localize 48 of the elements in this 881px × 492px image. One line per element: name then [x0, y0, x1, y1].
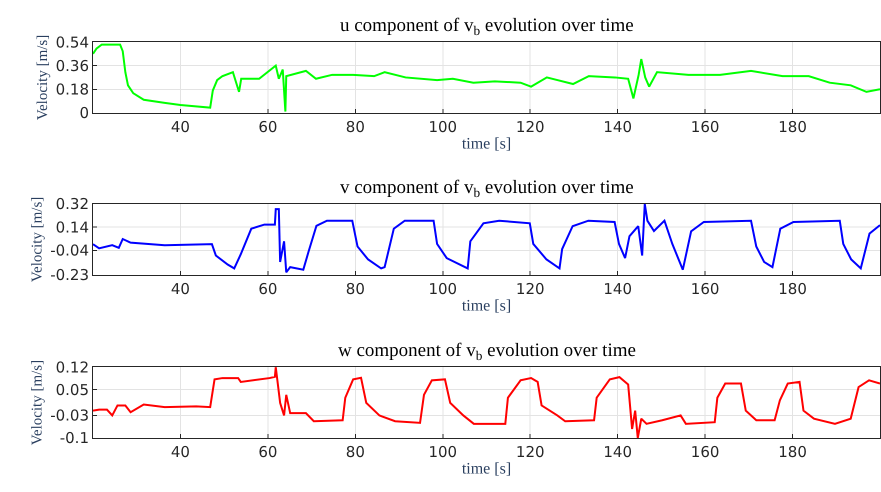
x-tick-label: 60	[258, 280, 278, 298]
y-tick-label: -0.04	[50, 242, 89, 260]
y-axis-title: Velocity [m/s]	[34, 34, 51, 120]
y-tick-label: -0.23	[50, 266, 89, 284]
y-tick-label: 0.14	[56, 218, 89, 236]
y-tick-label: 0	[79, 104, 89, 122]
x-axis-title: time [s]	[462, 460, 512, 478]
y-tick-label: 0.18	[56, 80, 89, 99]
y-axis-title: Velocity [m/s]	[29, 196, 46, 282]
line-series	[93, 367, 880, 438]
x-tick-label: 120	[516, 118, 545, 136]
x-tick-label: 60	[258, 118, 278, 136]
x-tick-label: 180	[778, 280, 807, 298]
y-tick-label: 0.32	[56, 195, 89, 214]
x-tick-label: 140	[603, 443, 632, 461]
chart-title: u component of v$_{b}$ evolution over time	[340, 15, 634, 38]
y-tick-label: -0.1	[60, 429, 89, 448]
x-tick-label: 120	[516, 443, 545, 461]
y-tick-label: 0.12	[56, 358, 89, 376]
chart-title: w component of v$_{b}$ evolution over time	[338, 340, 636, 363]
x-tick-label: 140	[603, 118, 632, 136]
line-series	[93, 44, 880, 113]
x-tick-label: 60	[258, 443, 278, 461]
x-tick-label: 80	[346, 443, 365, 461]
x-tick-label: 40	[170, 443, 190, 461]
y-tick-label: 0.05	[56, 380, 89, 399]
x-tick-label: 80	[346, 118, 365, 136]
x-axis-title: time [s]	[462, 136, 512, 153]
x-tick-label: 160	[690, 280, 720, 298]
x-tick-label: 80	[346, 280, 365, 298]
x-tick-label: 120	[516, 280, 545, 298]
x-tick-label: 100	[428, 280, 458, 298]
x-tick-label: 40	[170, 280, 190, 298]
x-tick-label: 160	[690, 443, 720, 461]
x-axis-title: time [s]	[462, 298, 512, 315]
y-tick-label: 0.36	[56, 56, 89, 75]
x-tick-label: 100	[428, 443, 458, 461]
chart-title: v component of v$_{b}$ evolution over time	[340, 177, 634, 200]
y-tick-label: -0.03	[50, 406, 89, 425]
y-axis-title: Velocity [m/s]	[29, 360, 46, 446]
x-tick-label: 100	[428, 118, 458, 136]
x-tick-label: 40	[170, 118, 190, 136]
x-tick-label: 180	[778, 443, 807, 461]
x-tick-label: 180	[778, 118, 807, 136]
x-tick-label: 160	[690, 118, 720, 136]
x-tick-label: 140	[603, 280, 632, 298]
line-series	[93, 204, 880, 274]
y-tick-label: 0.54	[56, 33, 89, 52]
